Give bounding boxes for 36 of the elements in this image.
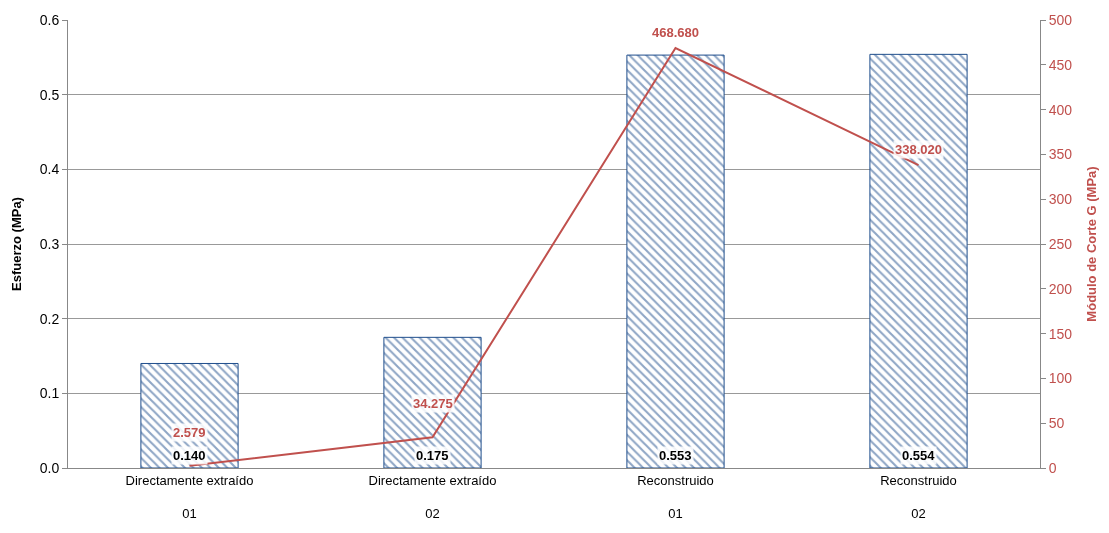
bar [626,54,725,468]
data-label: 0.140 [173,448,206,463]
data-label: 338.020 [895,142,942,157]
y-tick-label: 0.6 [39,11,60,28]
y-tick-label: 0.1 [39,385,60,402]
y2-axis-title: Módulo de Corte G (MPa) [1083,166,1099,322]
bar [869,53,968,468]
data-label: 2.579 [173,425,206,440]
y-axis-title: Esfuerzo (MPa) [8,197,24,291]
category-label: Reconstruido 02 [880,472,957,522]
y2-tick-label: 50 [1048,415,1065,432]
y2-tick-label: 100 [1048,370,1073,387]
y2-tick-label: 350 [1048,146,1073,163]
y-tick-label: 0.4 [39,161,60,178]
y2-tick-label: 300 [1048,191,1073,208]
y2-tick-label: 200 [1048,280,1073,297]
y-tick-label: 0.2 [39,310,60,327]
y-tick-label: 0.3 [39,235,60,252]
y2-tick-label: 500 [1048,11,1073,28]
y-tick-label: 0.5 [39,86,60,103]
data-label: 0.554 [902,448,936,463]
y2-tick-label: 400 [1048,101,1073,118]
category-label: Directamente extraído 01 [125,472,254,522]
bar [383,336,482,468]
y2-tick-label: 450 [1048,56,1073,73]
bar [140,362,239,468]
data-label: 34.275 [413,396,453,411]
data-label: 0.553 [659,448,692,463]
category-label: Directamente extraído 02 [368,472,497,522]
data-label: 468.680 [652,25,699,40]
y2-tick-label: 250 [1048,235,1073,252]
y2-tick-label: 150 [1048,325,1073,342]
y2-tick-label: 0 [1048,459,1057,476]
data-label: 0.175 [416,448,449,463]
category-label: Reconstruido 01 [637,472,714,522]
y-tick-label: 0.0 [39,459,60,476]
